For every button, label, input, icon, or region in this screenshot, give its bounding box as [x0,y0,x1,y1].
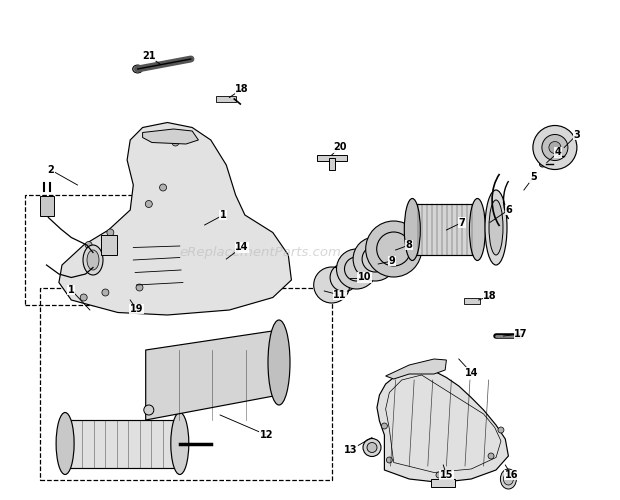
Ellipse shape [489,200,503,255]
Text: 1: 1 [68,285,74,295]
Ellipse shape [500,469,516,489]
Polygon shape [143,129,198,144]
Ellipse shape [503,473,513,485]
Text: 10: 10 [358,272,371,282]
Text: 20: 20 [333,142,347,152]
Circle shape [159,184,167,191]
Text: 2: 2 [48,165,54,175]
Bar [329,158,335,170]
Circle shape [488,453,494,459]
Ellipse shape [314,267,350,303]
Circle shape [381,423,388,429]
Polygon shape [386,359,446,379]
Text: 14: 14 [464,368,478,378]
Text: eReplacementParts.com: eReplacementParts.com [179,246,342,259]
Circle shape [539,161,546,167]
Text: 12: 12 [260,430,273,440]
Ellipse shape [87,250,99,270]
Ellipse shape [83,245,103,275]
Bar [40,196,53,216]
Circle shape [542,134,568,160]
Circle shape [367,442,377,452]
Bar [464,298,480,304]
Circle shape [80,294,87,301]
Bar [216,96,236,102]
Ellipse shape [469,198,485,260]
Text: 18: 18 [483,291,497,301]
Ellipse shape [366,221,422,277]
Text: 19: 19 [130,304,143,314]
Text: 9: 9 [389,256,395,266]
Text: 16: 16 [505,470,518,480]
Circle shape [386,457,392,463]
Text: 7: 7 [459,218,465,228]
Text: 8: 8 [405,240,413,250]
Circle shape [551,153,557,159]
Polygon shape [146,330,279,420]
Text: 14: 14 [235,242,249,252]
Ellipse shape [268,320,290,405]
Circle shape [436,472,442,478]
Text: 3: 3 [574,130,580,140]
Text: 21: 21 [142,51,156,61]
Ellipse shape [133,65,143,73]
Circle shape [533,126,577,170]
Ellipse shape [404,198,420,260]
Polygon shape [412,204,477,255]
Polygon shape [377,369,508,482]
Text: 4: 4 [555,148,561,158]
Circle shape [549,142,561,154]
Circle shape [88,266,95,274]
Ellipse shape [170,412,189,474]
Circle shape [107,229,114,236]
Text: 18: 18 [235,84,249,94]
Text: 1: 1 [220,210,226,220]
Circle shape [136,284,143,291]
Text: 17: 17 [514,329,528,339]
Circle shape [363,438,381,456]
Text: 6: 6 [505,205,511,215]
Circle shape [85,242,92,248]
Polygon shape [59,122,291,315]
Circle shape [145,200,153,207]
Ellipse shape [353,237,397,281]
Polygon shape [65,420,180,468]
Circle shape [172,139,179,146]
Ellipse shape [56,412,74,474]
Text: 11: 11 [333,290,347,300]
Circle shape [102,289,109,296]
Text: 15: 15 [440,470,453,480]
Bar [100,235,117,255]
Bar [317,154,347,160]
Ellipse shape [485,190,507,265]
Circle shape [144,405,154,415]
Text: 5: 5 [530,172,536,182]
Circle shape [498,427,504,433]
Text: 13: 13 [343,445,357,455]
Ellipse shape [337,249,376,289]
Bar [432,479,455,487]
